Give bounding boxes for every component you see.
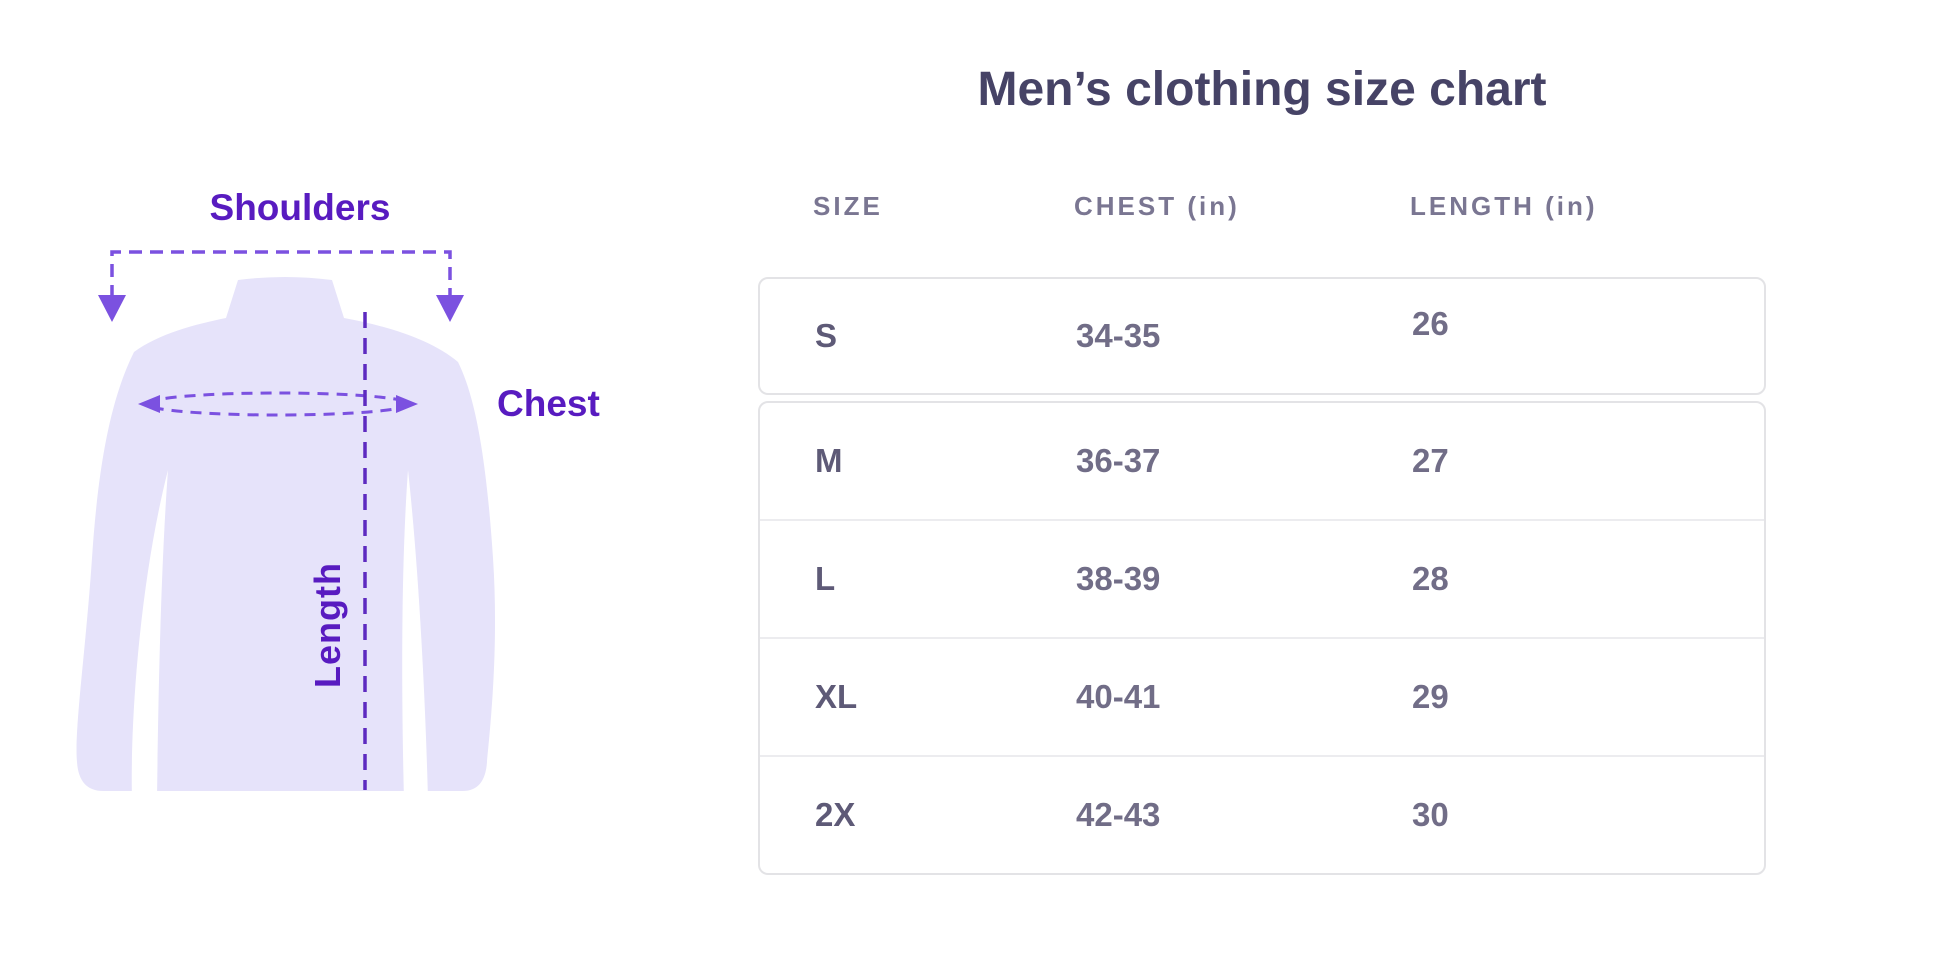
table-row: XL 40-41 29 — [760, 637, 1764, 755]
size-table-card-top: S 34-35 26 — [758, 277, 1766, 395]
chest-cell: 42-43 — [1076, 796, 1161, 833]
chest-cell: 36-37 — [1076, 442, 1161, 479]
table-header-row: SIZE CHEST (in) LENGTH (in) — [758, 191, 1766, 222]
sleeve-gap-left — [131, 470, 168, 800]
table-row: M 36-37 27 — [760, 403, 1764, 519]
length-cell: 29 — [1412, 678, 1449, 715]
size-cell: XL — [815, 678, 858, 715]
shoulders-label: Shoulders — [209, 187, 391, 228]
shoulders-measure-line — [110, 250, 452, 298]
size-cell: S — [815, 317, 838, 354]
length-cell: 27 — [1412, 442, 1449, 479]
chest-cell: 38-39 — [1076, 560, 1161, 597]
arrow-down-icon — [436, 295, 464, 322]
table-row: 2X 42-43 30 — [760, 755, 1764, 873]
column-header-size: SIZE — [813, 191, 883, 221]
chest-cell: 34-35 — [1076, 317, 1161, 354]
size-cell: 2X — [815, 796, 856, 833]
sleeve-gap-right — [402, 470, 428, 800]
arrow-right-icon — [396, 395, 418, 413]
column-header-length: LENGTH (in) — [1410, 191, 1598, 221]
shirt-graphic — [76, 277, 496, 792]
length-label: Length — [307, 562, 348, 688]
chest-cell: 40-41 — [1076, 678, 1161, 715]
size-cell: M — [815, 442, 843, 479]
column-header-chest: CHEST (in) — [1074, 191, 1240, 221]
length-cell: 28 — [1412, 560, 1449, 597]
size-cell: L — [815, 560, 836, 597]
length-cell: 30 — [1412, 796, 1449, 833]
arrow-down-icon — [98, 295, 126, 322]
arrow-left-icon — [138, 395, 160, 413]
size-table-card-bottom: M 36-37 27 L 38-39 28 XL 40-41 29 2X 42-… — [758, 401, 1766, 875]
length-cell: 26 — [1412, 305, 1449, 342]
page-title: Men’s clothing size chart — [977, 63, 1547, 116]
table-row: L 38-39 28 — [760, 519, 1764, 637]
table-row: S 34-35 26 — [760, 279, 1764, 393]
chest-label: Chest — [497, 383, 600, 424]
